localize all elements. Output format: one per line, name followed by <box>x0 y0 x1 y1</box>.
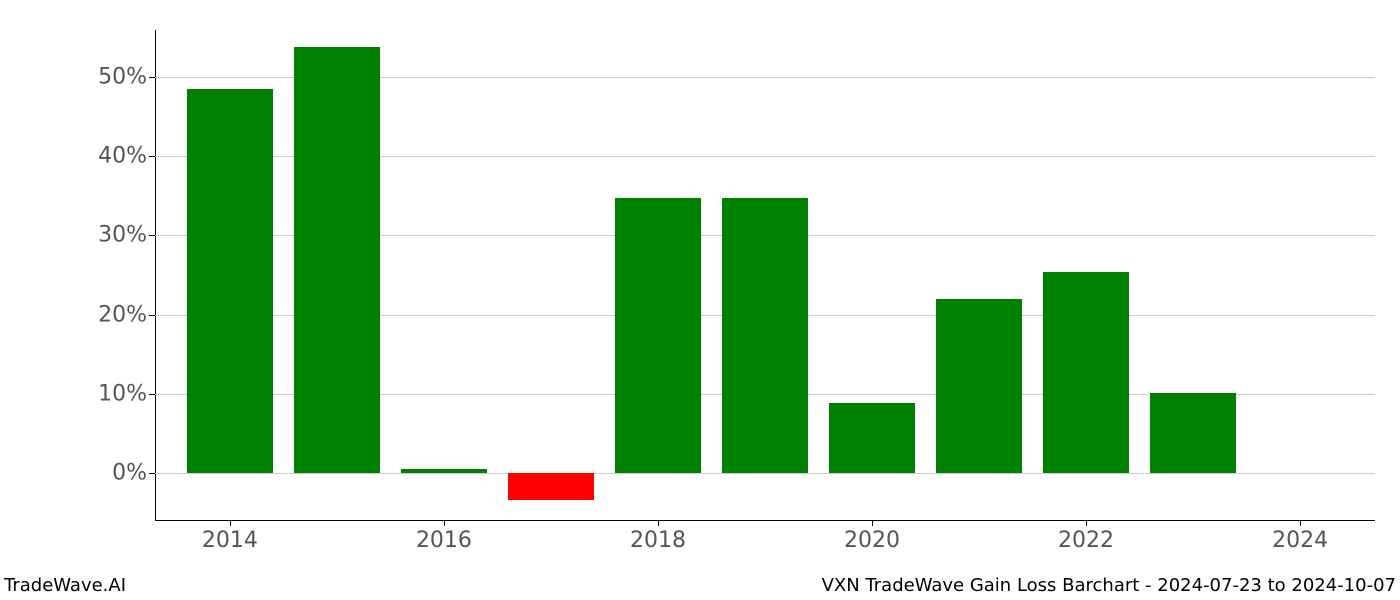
x-tick-label: 2020 <box>844 520 900 553</box>
y-tick-label: 10% <box>98 381 155 406</box>
bar <box>401 469 487 473</box>
x-tick-label: 2022 <box>1058 520 1114 553</box>
x-tick-label: 2024 <box>1272 520 1328 553</box>
bar <box>187 89 273 472</box>
bar <box>1150 393 1236 473</box>
bar <box>508 473 594 501</box>
x-tick-label: 2016 <box>416 520 472 553</box>
bar <box>1043 272 1129 473</box>
footer-left-text: TradeWave.AI <box>4 575 126 596</box>
bar <box>722 198 808 472</box>
y-tick-label: 0% <box>112 460 155 485</box>
bar <box>294 47 380 472</box>
y-tick-label: 50% <box>98 65 155 90</box>
footer-right-text: VXN TradeWave Gain Loss Barchart - 2024-… <box>822 575 1396 596</box>
x-tick-label: 2018 <box>630 520 686 553</box>
y-tick-label: 40% <box>98 144 155 169</box>
x-axis-spine <box>155 520 1375 521</box>
x-tick-label: 2014 <box>202 520 258 553</box>
y-tick-label: 20% <box>98 302 155 327</box>
plot-area: 0%10%20%30%40%50%20142016201820202022202… <box>155 30 1375 520</box>
bar <box>615 198 701 472</box>
gridline <box>155 473 1375 474</box>
y-tick-label: 30% <box>98 223 155 248</box>
bar <box>829 403 915 473</box>
figure: 0% 10% 20% 30% 40% 50% 2014 2016 2018 2020 2022 202… <box>0 0 1400 600</box>
bar <box>936 299 1022 473</box>
y-axis-spine <box>155 30 156 520</box>
